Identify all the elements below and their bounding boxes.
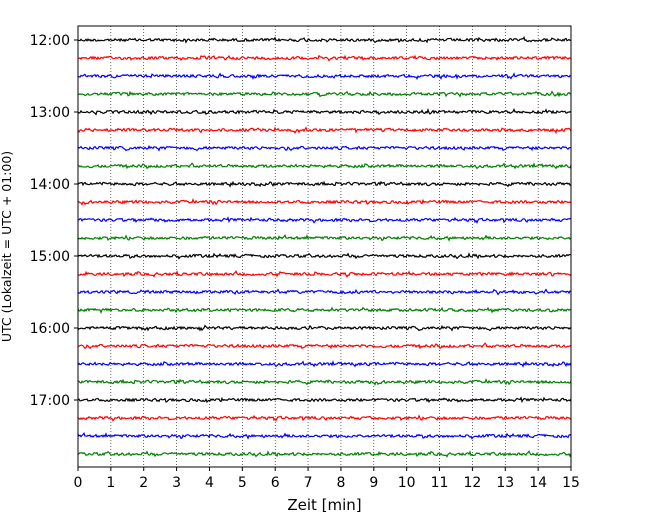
x-tick-label: 10 [398,475,416,491]
trace-line [77,72,572,81]
seismic-traces [77,35,572,458]
trace-line [77,180,572,188]
plot-frame [77,25,572,468]
trace-line [77,54,572,62]
x-tick-label: 15 [562,475,580,491]
trace-line [77,269,572,278]
y-axis-ticks: 12:00 13:00 14:00 15:00 16:00 17:00 [30,33,78,409]
y-tick-label: 12:00 [30,33,70,49]
y-tick-label: 15:00 [30,249,70,265]
x-axis-ticks: 0 1 2 3 4 5 6 7 8 9 10 11 12 13 14 15 [74,467,580,491]
x-tick-label: 2 [139,475,148,491]
trace-line [77,126,572,135]
trace-line [77,449,572,458]
trace-line [77,108,572,116]
trace-line [77,35,572,44]
x-tick-label: 1 [106,475,115,491]
y-tick-label: 17:00 [30,393,70,409]
y-tick-label: 14:00 [30,177,70,193]
trace-line [77,360,572,368]
trace-line [77,234,572,242]
x-tick-label: 9 [369,475,378,491]
x-tick-label: 13 [496,475,514,491]
trace-line [77,377,572,386]
trace-line [77,432,572,440]
trace-line [77,288,572,296]
trace-line [77,396,572,404]
x-tick-label: 7 [304,475,313,491]
y-axis-label: UTC (Lokalzeit = UTC + 01:00) [0,151,14,342]
x-tick-label: 14 [529,475,547,491]
x-tick-label: 11 [431,475,449,491]
x-tick-label: 8 [336,475,345,491]
trace-line [77,414,572,422]
x-tick-label: 5 [238,475,247,491]
x-tick-label: 0 [74,475,83,491]
trace-line [77,216,572,224]
trace-line [77,90,572,98]
y-tick-label: 16:00 [30,321,70,337]
trace-line [77,306,572,314]
x-tick-label: 3 [172,475,181,491]
trace-line [77,197,572,206]
x-tick-label: 12 [463,475,481,491]
trace-line [77,252,572,260]
x-tick-label: 6 [271,475,280,491]
trace-line [77,324,572,332]
x-tick-label: 4 [205,475,214,491]
trace-line [77,144,572,152]
trace-line [77,342,572,350]
y-tick-label: 13:00 [30,105,70,121]
grid-lines [110,26,539,467]
x-axis-label: Zeit [min] [287,496,361,514]
trace-line [77,162,572,170]
